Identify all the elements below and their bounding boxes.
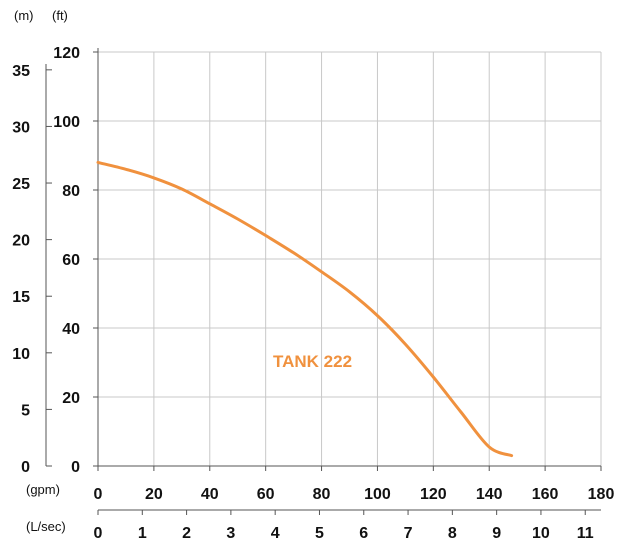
x-unit-lsec: (L/sec) <box>26 519 66 534</box>
x-lsec-tick-label: 0 <box>94 525 103 542</box>
x-unit-gpm: (gpm) <box>26 482 60 497</box>
x-lsec-tick-label: 2 <box>182 525 191 542</box>
y-unit-meters: (m) <box>14 8 34 23</box>
y-ft-tick-label: 60 <box>62 252 80 269</box>
y-m-tick-label: 5 <box>21 402 30 419</box>
y-ft-tick-label: 100 <box>53 114 80 131</box>
x-lsec-tick-label: 5 <box>315 525 324 542</box>
x-gpm-tick-label: 20 <box>145 486 163 503</box>
x-gpm-tick-label: 120 <box>420 486 447 503</box>
y-m-tick-label: 0 <box>21 459 30 476</box>
y-m-tick-label: 20 <box>12 233 30 250</box>
grid-lines <box>97 51 602 467</box>
x-lsec-tick-label: 1 <box>138 525 147 542</box>
y-ft-tick-label: 120 <box>53 45 80 62</box>
y-m-tick-label: 10 <box>12 346 30 363</box>
x-lsec-tick-label: 9 <box>492 525 501 542</box>
x-gpm-tick-label: 0 <box>94 486 103 503</box>
y-ft-tick-label: 80 <box>62 183 80 200</box>
x-gpm-tick-label: 160 <box>532 486 559 503</box>
x-gpm-tick-label: 180 <box>588 486 615 503</box>
x-gpm-tick-label: 80 <box>313 486 331 503</box>
series-line-tank-222 <box>96 160 514 458</box>
x-gpm-tick-label: 40 <box>201 486 219 503</box>
x-lsec-tick-label: 8 <box>448 525 457 542</box>
x-lsec-tick-label: 3 <box>226 525 235 542</box>
x-lsec-tick-label: 10 <box>532 525 550 542</box>
x-lsec-tick-label: 6 <box>359 525 368 542</box>
x-gpm-tick-label: 60 <box>257 486 275 503</box>
x-lsec-tick-label: 7 <box>404 525 413 542</box>
y-ft-tick-label: 20 <box>62 390 80 407</box>
y-ft-tick-label: 0 <box>71 459 80 476</box>
x-lsec-tick-label: 11 <box>577 525 594 542</box>
y-ft-tick-label: 40 <box>62 321 80 338</box>
y-m-tick-label: 30 <box>12 119 30 136</box>
series-label-tank-222: TANK 222 <box>273 352 352 371</box>
x-gpm-tick-label: 140 <box>476 486 503 503</box>
y-unit-feet: (ft) <box>52 8 68 23</box>
y-m-tick-label: 15 <box>12 289 30 306</box>
axes <box>45 48 602 515</box>
x-lsec-tick-label: 4 <box>271 525 280 542</box>
y-m-tick-label: 25 <box>12 176 30 193</box>
x-gpm-tick-label: 100 <box>364 486 391 503</box>
y-m-tick-label: 35 <box>12 63 30 80</box>
